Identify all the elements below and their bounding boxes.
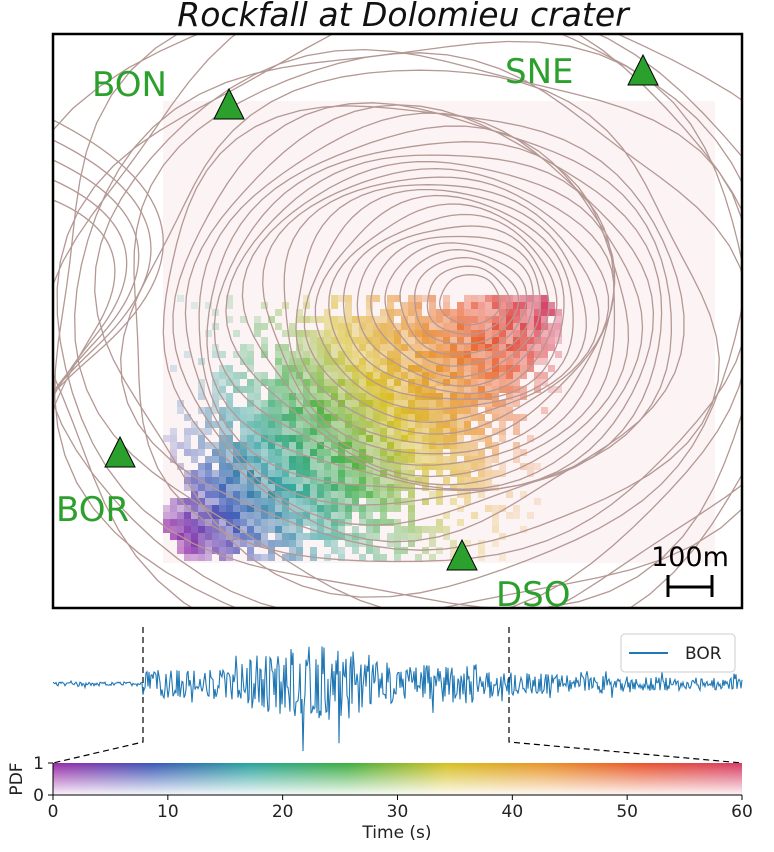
station-sne-marker [627, 53, 659, 86]
colorbar-y-label: PDF [7, 762, 27, 795]
station-bor-label: BOR [56, 490, 129, 530]
colorbar-fade [53, 763, 742, 795]
x-tick-label: 0 [48, 802, 59, 822]
map-panel: BON SNE BOR DSO 100m [51, 32, 744, 615]
x-tick-label: 40 [502, 802, 524, 822]
colorbar-x-ticks: 0 10 20 30 40 50 60 [48, 795, 753, 822]
scale-bar [666, 575, 714, 597]
x-tick-label: 50 [616, 802, 638, 822]
time-window-connectors [52, 627, 743, 764]
legend-box [620, 633, 736, 673]
station-bon-marker [213, 87, 245, 120]
map-title: Rockfall at Dolomieu crater [177, 0, 631, 34]
colorbar-y-ticks: 01 [33, 754, 53, 806]
seismogram-trace [52, 646, 743, 752]
colorbar-x-label: Time (s) [361, 823, 431, 843]
window-start-connector [52, 627, 144, 764]
window-end-connector [508, 627, 743, 764]
station-bon-label: BON [92, 65, 167, 105]
x-tick-label: 30 [387, 802, 409, 822]
station-bor-marker [104, 435, 136, 468]
legend-label-bor: BOR [685, 644, 722, 664]
station-sne-label: SNE [505, 52, 574, 92]
y-tick-label: 1 [33, 754, 44, 774]
station-dso-label: DSO [496, 575, 571, 615]
x-tick-label: 60 [731, 802, 753, 822]
colorbar-panel: 01 0 10 20 30 40 50 60 PDF Time (s) [7, 754, 753, 843]
scale-bar-label: 100m [651, 542, 729, 573]
x-tick-label: 20 [272, 802, 294, 822]
seismogram-legend: BOR [620, 633, 736, 673]
x-tick-label: 10 [157, 802, 179, 822]
map-frame [51, 32, 744, 610]
y-tick-label: 0 [33, 786, 44, 806]
station-dso-marker [446, 538, 478, 571]
seismogram-panel: BOR [52, 633, 743, 752]
topographic-contours [53, 34, 742, 608]
